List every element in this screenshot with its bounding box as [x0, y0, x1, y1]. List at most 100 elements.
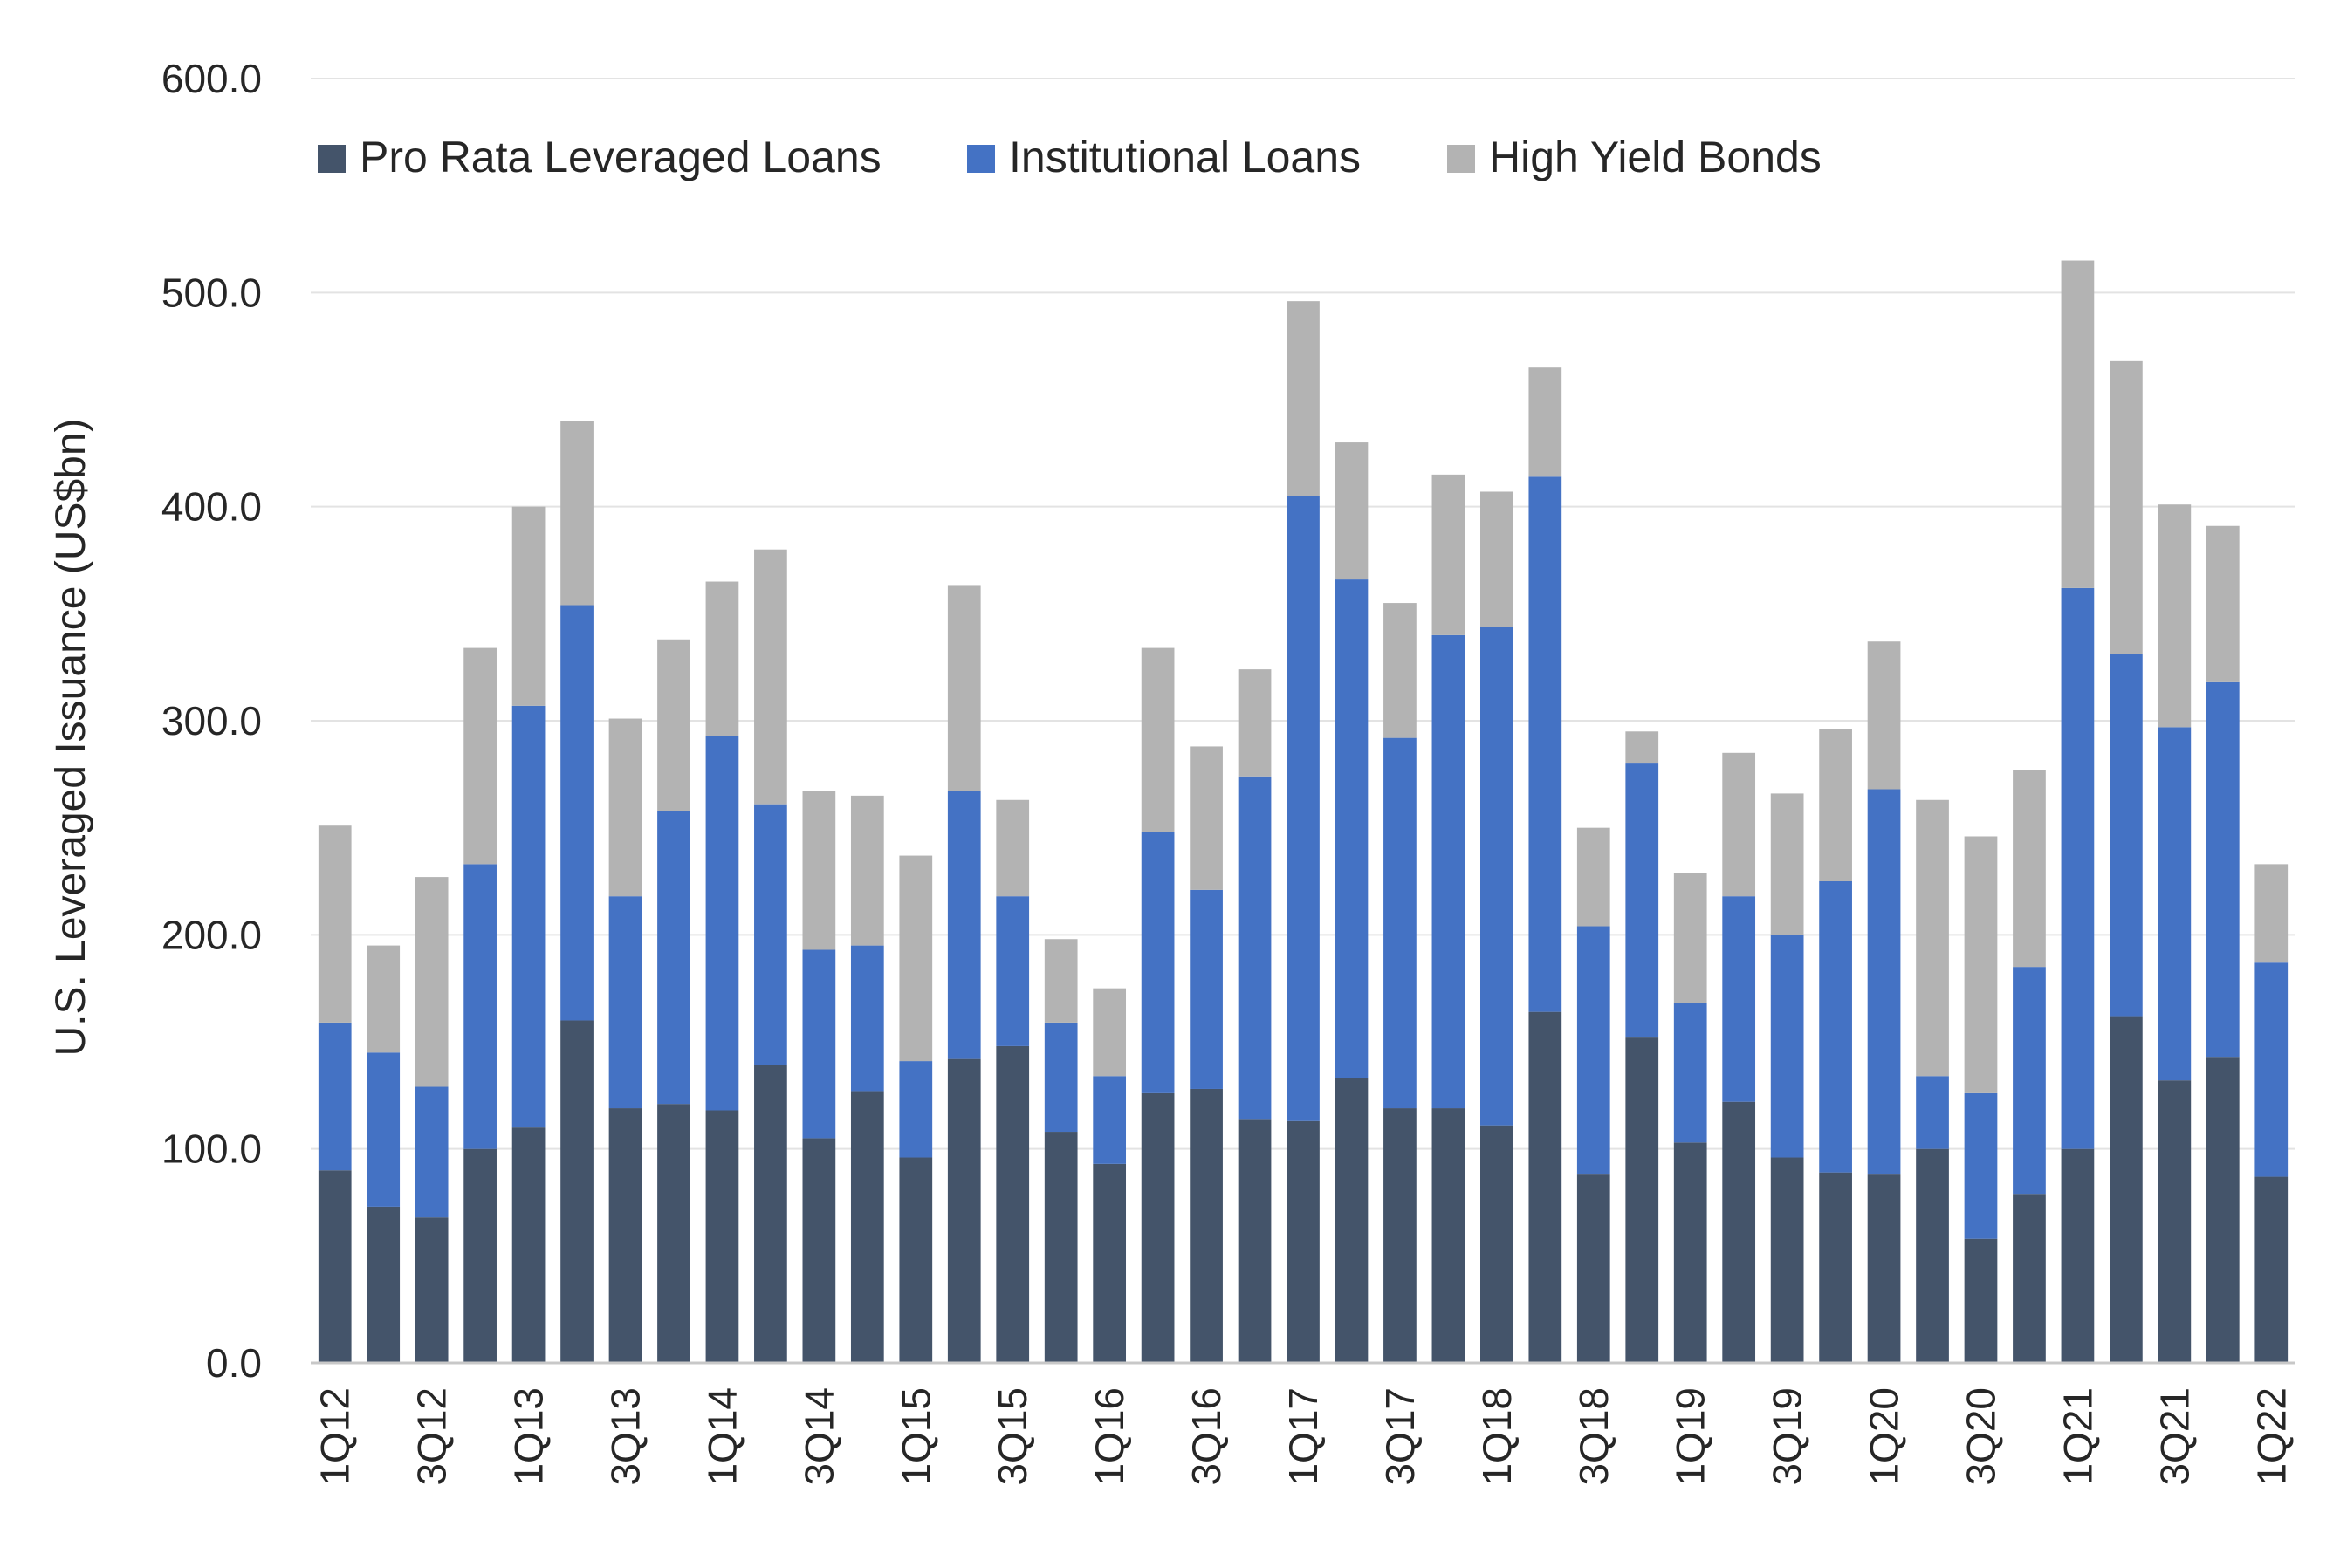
x-tick-label: 1Q12: [312, 1387, 358, 1486]
bar-segment: [1722, 896, 1756, 1102]
bar-segment: [1819, 1172, 1852, 1363]
legend: Pro Rata Leveraged Loans Institutional Lo…: [318, 133, 1822, 181]
bar-segment: [1625, 1037, 1659, 1363]
bar-segment: [947, 1058, 981, 1363]
bar-segment: [996, 799, 1030, 897]
bar-segment: [850, 795, 884, 946]
x-tick-label: 1Q17: [1280, 1387, 1326, 1486]
bar-segment: [1044, 1132, 1078, 1363]
bar-segment: [996, 896, 1030, 1046]
bar-segment: [705, 1110, 739, 1363]
bar-segment: [1287, 301, 1320, 496]
bar-segment: [2158, 504, 2192, 728]
bar-segment: [1916, 1148, 1949, 1363]
x-tick-label: 3Q18: [1571, 1387, 1616, 1486]
bar-segment: [2158, 1080, 2192, 1363]
bar-segment: [754, 1065, 787, 1363]
legend-label: Pro Rata Leveraged Loans: [360, 133, 882, 181]
bar-segment: [1190, 889, 1223, 1089]
legend-label: High Yield Bonds: [1489, 133, 1822, 181]
bar-segment: [318, 1022, 352, 1171]
bar-segment: [1141, 647, 1175, 832]
bar-segment: [1916, 1076, 1949, 1149]
bar-segment: [560, 1020, 594, 1363]
bar-segment: [2206, 1057, 2240, 1363]
bar-segment: [608, 718, 642, 897]
bar-segment: [1576, 926, 1610, 1175]
y-tick-label: 200.0: [161, 912, 262, 957]
x-tick-label: 3Q15: [990, 1387, 1035, 1486]
bar-segment: [1190, 1088, 1223, 1363]
bar-segment: [996, 1045, 1030, 1363]
bar-segment: [1238, 1119, 1272, 1363]
bar-segment: [1964, 1092, 1998, 1239]
bar-segment: [2206, 525, 2240, 682]
bar-segment: [899, 855, 933, 1062]
bar-segment: [850, 945, 884, 1092]
bar-segment: [1238, 669, 1272, 777]
x-axis-ticks: 1Q12 3Q12 1Q13 3Q13 1Q14 3Q14 1Q15 3Q15 1Q16 3Q16…: [312, 1387, 2295, 1486]
bar-segment: [1287, 496, 1320, 1121]
bar-segment: [1964, 1238, 1998, 1363]
bar-segment: [511, 1127, 546, 1363]
bar-segment: [1819, 881, 1852, 1173]
bar-segment: [1480, 627, 1513, 1126]
bar-segment: [1431, 1108, 1465, 1363]
bar-segment: [1722, 1101, 1756, 1363]
x-tick-label: 3Q12: [409, 1387, 455, 1486]
bar-segment: [899, 1157, 933, 1363]
x-tick-label: 3Q16: [1184, 1387, 1229, 1486]
bar-segment: [1093, 1163, 1127, 1363]
bar-segment: [1383, 603, 1417, 738]
x-tick-label: 1Q21: [2055, 1387, 2100, 1486]
y-tick-label: 300.0: [161, 698, 262, 743]
y-tick-label: 400.0: [161, 484, 262, 530]
bar-segment: [1431, 634, 1465, 1109]
bar-segment: [1867, 789, 1901, 1175]
bar-segment: [2110, 1016, 2143, 1363]
x-tick-label: 1Q18: [1474, 1387, 1520, 1486]
bar-segment: [1770, 1157, 1804, 1363]
bar-segment: [318, 1170, 352, 1363]
bar-segment: [2013, 1194, 2046, 1363]
bar-segment: [1625, 731, 1659, 764]
bar-segment: [1964, 836, 1998, 1093]
bar-segment: [754, 804, 787, 1065]
bar-segment: [1867, 641, 1901, 790]
bars: [318, 260, 2289, 1363]
bar-segment: [657, 811, 690, 1105]
bar-segment: [1287, 1120, 1320, 1363]
bar-segment: [850, 1091, 884, 1363]
bar-segment: [899, 1061, 933, 1158]
bar-segment: [2061, 260, 2095, 588]
bar-segment: [2110, 654, 2143, 1017]
legend-swatch: [1447, 145, 1475, 173]
bar-segment: [608, 896, 642, 1109]
x-tick-label: 3Q14: [796, 1387, 841, 1486]
y-tick-label: 100.0: [161, 1126, 262, 1172]
x-tick-label: 1Q16: [1087, 1387, 1132, 1486]
bar-segment: [1431, 474, 1465, 635]
bar-segment: [1673, 1142, 1707, 1363]
bar-segment: [1335, 579, 1369, 1078]
bar-segment: [2254, 864, 2289, 963]
bar-segment: [2061, 1148, 2095, 1363]
x-tick-label: 1Q22: [2248, 1387, 2294, 1486]
bar-segment: [367, 945, 401, 1053]
y-axis-ticks: 0.0 100.0 200.0 300.0 400.0 500.0 600.0: [161, 56, 262, 1386]
bar-segment: [1770, 793, 1804, 935]
bar-segment: [1722, 752, 1756, 897]
bar-segment: [1093, 988, 1127, 1077]
bar-segment: [1383, 1108, 1417, 1363]
bar-segment: [1625, 763, 1659, 1038]
bar-segment: [2254, 962, 2289, 1177]
bar-segment: [511, 506, 546, 706]
bar-segment: [1528, 476, 1562, 1012]
bar-segment: [705, 736, 739, 1111]
bar-segment: [802, 791, 836, 950]
bar-segment: [1528, 367, 1562, 477]
bar-segment: [1576, 1174, 1610, 1363]
bar-segment: [367, 1206, 401, 1363]
bar-segment: [1383, 737, 1417, 1109]
